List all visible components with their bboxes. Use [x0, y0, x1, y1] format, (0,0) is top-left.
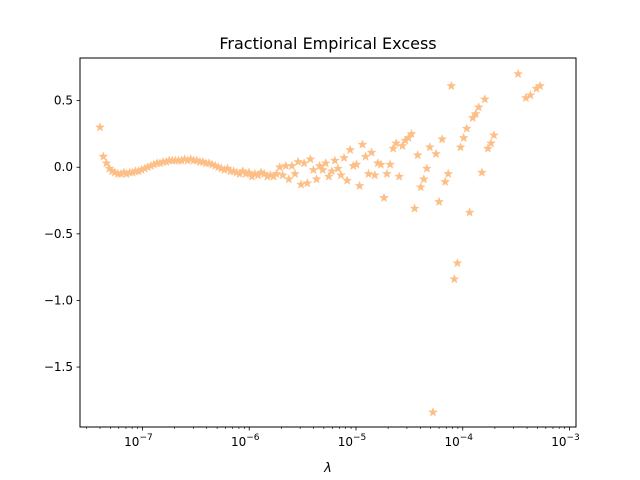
data-point	[385, 159, 396, 169]
data-point	[311, 174, 322, 184]
data-point	[98, 151, 109, 161]
data-point	[513, 68, 524, 79]
data-point	[443, 168, 454, 179]
data-point	[296, 179, 307, 189]
data-point	[329, 155, 340, 165]
data-point	[342, 175, 353, 185]
data-point	[101, 158, 112, 168]
data-point	[449, 273, 460, 284]
plot-frame	[79, 57, 577, 428]
data-point	[308, 164, 319, 175]
y-tick-label: −1.0	[44, 293, 73, 307]
data-point	[467, 112, 478, 123]
data-point	[391, 138, 402, 148]
data-point	[486, 138, 496, 148]
x-axis-label: λ	[323, 461, 332, 476]
data-point	[314, 160, 325, 171]
data-point	[333, 163, 343, 173]
data-point	[382, 168, 392, 179]
data-point	[406, 128, 417, 139]
data-point	[428, 407, 438, 417]
data-point	[455, 142, 466, 152]
data-point	[388, 143, 399, 153]
data-point	[345, 144, 356, 155]
data-point	[437, 134, 448, 144]
data-point	[323, 171, 334, 181]
data-point	[375, 159, 386, 169]
data-point	[473, 102, 484, 112]
data-point	[525, 90, 536, 100]
y-tick-label: −0.5	[44, 227, 73, 241]
data-point	[360, 151, 371, 161]
data-point	[418, 174, 429, 184]
data-point	[431, 148, 441, 159]
data-point	[336, 170, 346, 180]
x-tick-label: 10−3	[551, 433, 580, 449]
data-point	[277, 170, 288, 180]
data-point	[403, 132, 414, 143]
x-axis: 10−7 10−6 10−5 10−4 10−3	[86, 427, 580, 449]
data-point	[351, 159, 362, 169]
data-point	[354, 180, 365, 191]
data-point	[271, 168, 282, 179]
data-point	[476, 167, 487, 177]
y-axis: 0.5 0.0 −0.5 −1.0 −1.5	[44, 94, 80, 374]
x-tick-label: 10−5	[338, 433, 367, 449]
data-point	[452, 257, 463, 268]
x-tick-label: 10−7	[124, 433, 153, 449]
data-point	[394, 171, 405, 181]
data-point	[424, 142, 435, 152]
data-point	[464, 207, 475, 217]
data-point	[339, 152, 349, 163]
data-point	[369, 170, 380, 180]
data-point	[286, 160, 297, 171]
data-point	[470, 108, 481, 119]
data-point	[482, 143, 493, 153]
data-point	[357, 139, 368, 149]
data-point	[440, 176, 451, 187]
x-tick-label: 10−6	[231, 433, 260, 449]
y-tick-label: 0.0	[54, 160, 73, 174]
data-point	[412, 150, 423, 160]
data-point	[283, 174, 294, 184]
data-point	[299, 158, 310, 168]
data-point	[421, 163, 432, 173]
data-point	[397, 140, 408, 151]
data-point	[326, 166, 337, 176]
y-tick-label: 0.5	[54, 94, 73, 108]
data-point	[446, 80, 457, 91]
data-point	[363, 168, 374, 179]
data-point	[458, 132, 469, 143]
data-point	[243, 167, 254, 177]
data-point	[461, 123, 472, 133]
data-point	[415, 182, 426, 192]
data-point	[302, 178, 313, 188]
data-point	[293, 156, 304, 167]
data-point	[434, 196, 444, 207]
y-tick-label: −1.5	[44, 360, 73, 374]
x-tick-label: 10−4	[444, 433, 473, 449]
data-point	[379, 192, 389, 203]
data-point	[489, 130, 499, 140]
data-point	[409, 203, 420, 213]
data-point	[479, 94, 490, 104]
data-point	[317, 164, 328, 175]
data-point	[95, 122, 105, 132]
points-layer	[95, 68, 546, 417]
data-point	[305, 154, 316, 164]
data-point	[320, 158, 331, 168]
data-point	[535, 80, 546, 91]
data-point	[290, 168, 300, 179]
chart-title: Fractional Empirical Excess	[219, 34, 436, 53]
data-point	[366, 147, 377, 157]
